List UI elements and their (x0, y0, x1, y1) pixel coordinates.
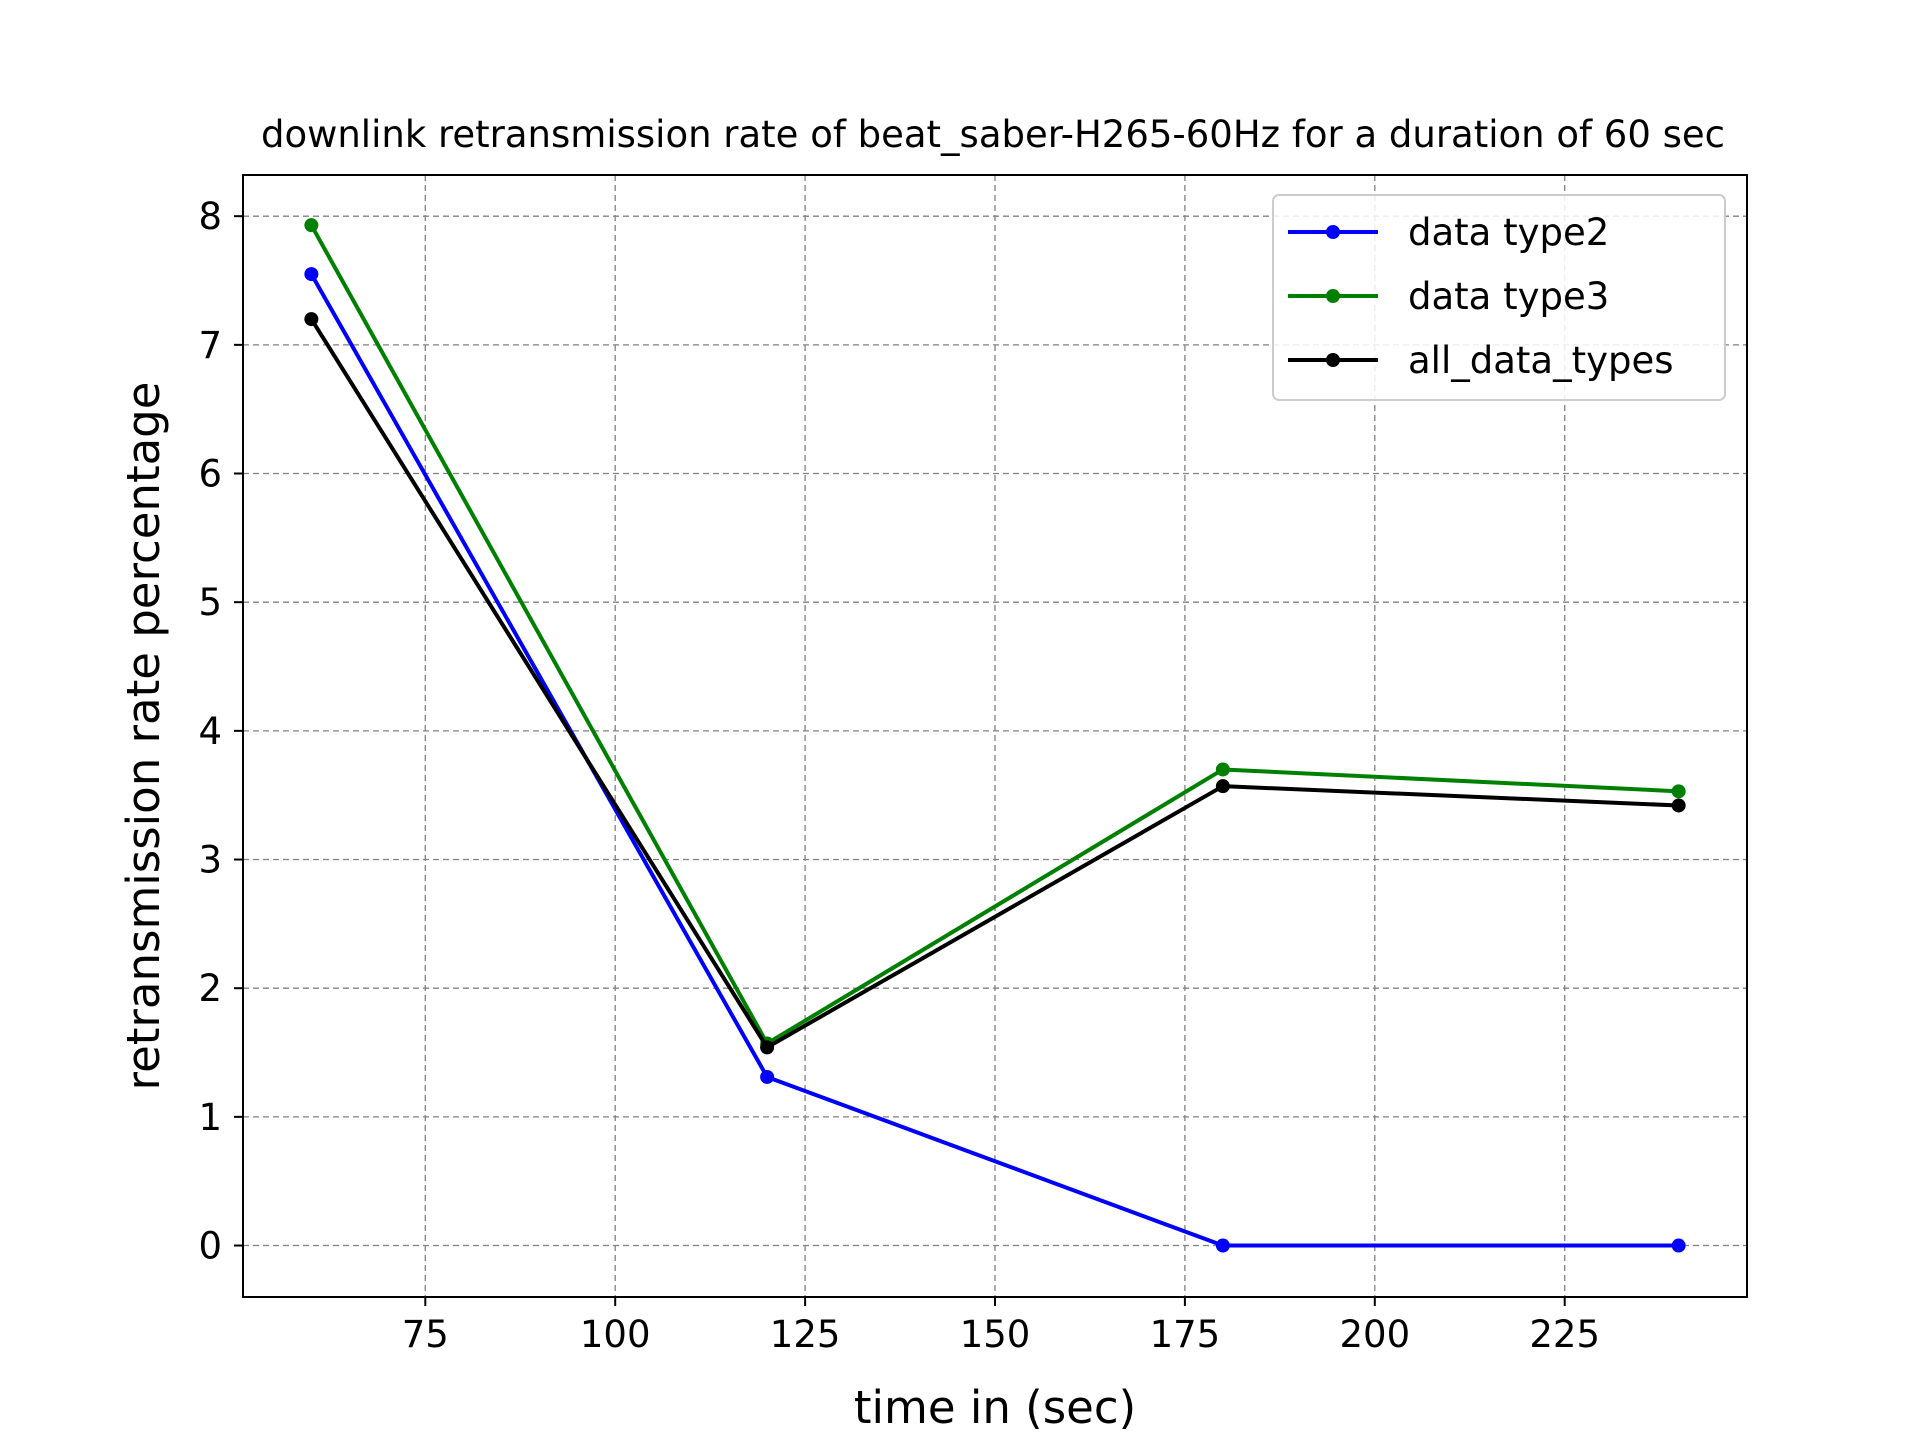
x-tick-label: 100 (580, 1313, 651, 1356)
data-point (1671, 784, 1686, 799)
data-point (1215, 1238, 1230, 1253)
series-line (309, 273, 1679, 1248)
y-tick-label: 5 (198, 581, 222, 624)
data-point (1671, 798, 1686, 813)
x-axis-label: time in (sec) (854, 1381, 1136, 1434)
legend: data type2 data type3 all_data_types (1272, 194, 1726, 401)
y-tick-label: 0 (198, 1225, 222, 1268)
data-point (760, 1040, 775, 1055)
y-tick-label: 7 (198, 324, 222, 367)
data-point (760, 1069, 775, 1084)
legend-swatch-marker (1326, 289, 1340, 303)
x-tick-label: 75 (402, 1313, 449, 1356)
x-tick-label: 175 (1150, 1313, 1221, 1356)
x-tick-label: 150 (960, 1313, 1031, 1356)
data-point (304, 312, 319, 327)
data-point (304, 218, 319, 233)
y-tick-label: 1 (198, 1096, 222, 1139)
legend-box (1272, 194, 1726, 401)
y-tick-label: 8 (198, 195, 222, 238)
series-line (309, 224, 1679, 1046)
legend-swatch-marker (1326, 353, 1340, 367)
y-axis-label: retransmission rate percentage (117, 382, 170, 1091)
x-tick-label: 225 (1529, 1313, 1600, 1356)
data-point (1215, 762, 1230, 777)
y-tick-label: 2 (198, 967, 222, 1010)
legend-label: all_data_types (1408, 339, 1674, 382)
x-tick-label: 125 (770, 1313, 841, 1356)
chart-title: downlink retransmission rate of beat_sab… (261, 113, 1725, 156)
data-point (304, 267, 319, 282)
data-point (1215, 779, 1230, 794)
y-tick-label: 4 (198, 710, 222, 753)
legend-label: data type3 (1408, 275, 1609, 318)
series-layer (304, 218, 1686, 1253)
x-tick-label: 200 (1339, 1313, 1410, 1356)
y-tick-label: 3 (198, 839, 222, 882)
series-line (309, 318, 1679, 1050)
legend-label: data type2 (1408, 211, 1609, 254)
data-point (1671, 1238, 1686, 1253)
tick-layer: 75 100 125 150 175 200 225 0 1 2 3 4 5 6 7 8 (198, 195, 1600, 1356)
y-tick-label: 6 (198, 453, 222, 496)
legend-swatch-marker (1326, 225, 1340, 239)
